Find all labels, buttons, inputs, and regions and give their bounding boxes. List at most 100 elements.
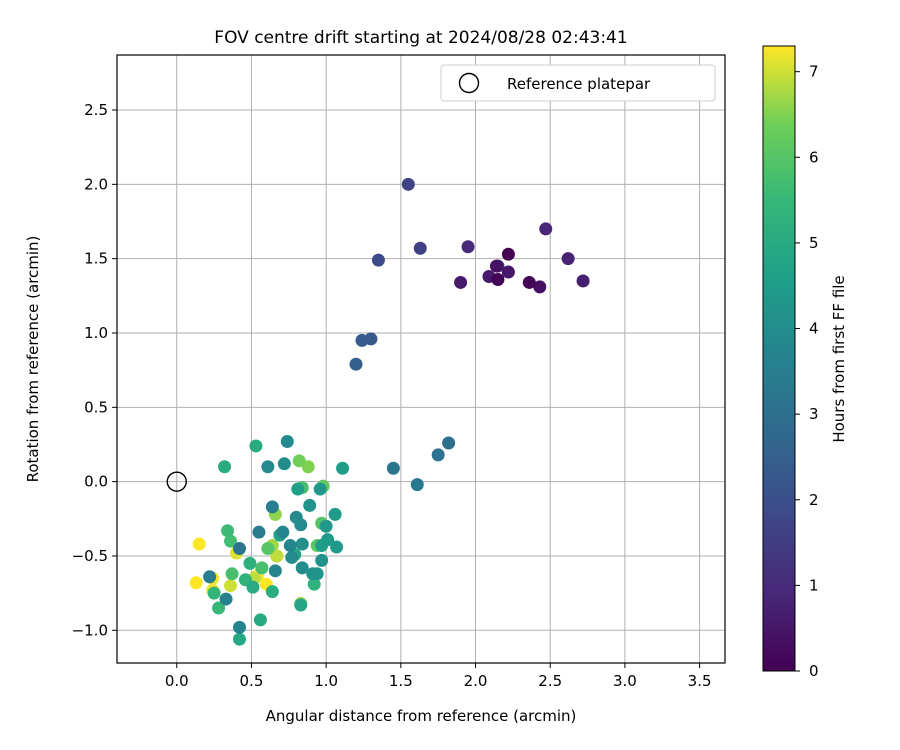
- data-point: [291, 482, 305, 496]
- legend-reference-marker: [458, 72, 480, 94]
- data-point: [189, 576, 203, 590]
- data-point: [280, 435, 294, 449]
- y-tick-label: 0.0: [84, 473, 108, 491]
- colorbar-ticks: 0 1 2 3 4 5 6 7: [795, 63, 819, 680]
- y-axis-ticks: −1.0 −0.5 0.0 0.5 1.0 1.5 2.0 2.5: [72, 101, 117, 639]
- x-tick-label: 2.0: [464, 672, 488, 690]
- data-point: [224, 534, 238, 548]
- data-point: [265, 500, 279, 514]
- y-tick-label: 1.0: [84, 324, 108, 342]
- data-point: [401, 177, 415, 191]
- data-point: [212, 601, 226, 615]
- x-tick-label: 1.5: [389, 672, 413, 690]
- legend: Reference platepar: [440, 64, 716, 102]
- data-point: [270, 549, 284, 563]
- data-point: [364, 332, 378, 346]
- colorbar-tick-label: 5: [809, 234, 819, 252]
- data-point: [386, 461, 400, 475]
- y-tick-label: −0.5: [72, 547, 108, 565]
- data-point: [261, 460, 275, 474]
- colorbar-tick-label: 4: [809, 320, 819, 338]
- data-point: [207, 586, 221, 600]
- x-axis-ticks: 0.0 0.5 1.0 1.5 2.0 2.5 3.0 3.5: [165, 663, 712, 690]
- data-point: [192, 537, 206, 551]
- data-point: [295, 537, 309, 551]
- y-tick-label: 2.0: [84, 175, 108, 193]
- legend-entry-reference: Reference platepar: [507, 75, 651, 93]
- data-point: [454, 275, 468, 289]
- colorbar-tick-label: 3: [809, 405, 819, 423]
- chart-title: FOV centre drift starting at 2024/08/28 …: [214, 28, 627, 48]
- y-tick-label: 2.5: [84, 101, 108, 119]
- colorbar-tick-label: 2: [809, 491, 819, 509]
- y-tick-label: 0.5: [84, 398, 108, 416]
- data-point: [307, 577, 321, 591]
- data-point: [283, 539, 297, 553]
- data-point: [371, 253, 385, 267]
- data-point: [249, 439, 263, 453]
- colorbar-tick-label: 7: [809, 63, 819, 81]
- data-point: [336, 461, 350, 475]
- data-point: [442, 436, 456, 450]
- data-point: [265, 585, 279, 599]
- x-tick-label: 3.0: [613, 672, 637, 690]
- data-point: [276, 525, 290, 539]
- data-point: [232, 620, 246, 634]
- y-axis-label: Rotation from reference (arcmin): [24, 236, 42, 483]
- data-point: [224, 579, 238, 593]
- x-axis-label: Angular distance from reference (arcmin): [266, 707, 577, 725]
- data-point: [218, 460, 232, 474]
- colorbar-tick-label: 1: [809, 576, 819, 594]
- data-point: [221, 524, 235, 538]
- x-tick-label: 0.5: [240, 672, 264, 690]
- data-point: [522, 275, 536, 289]
- data-point: [461, 240, 475, 254]
- data-point: [413, 241, 427, 255]
- data-point: [292, 454, 306, 468]
- colorbar-gradient: [762, 45, 796, 672]
- data-point: [410, 478, 424, 492]
- colorbar-tick-label: 6: [809, 148, 819, 166]
- data-point: [501, 265, 515, 279]
- data-point: [349, 357, 363, 371]
- data-point: [328, 507, 342, 521]
- data-point: [319, 519, 333, 533]
- x-tick-label: 0.0: [165, 672, 189, 690]
- data-points: [189, 177, 590, 646]
- colorbar: 0 1 2 3 4 5 6 7 Hours from first FF file: [762, 45, 848, 680]
- data-point: [277, 457, 291, 471]
- data-point: [253, 613, 267, 627]
- data-point: [330, 540, 344, 554]
- data-point: [501, 247, 515, 261]
- y-tick-label: 1.5: [84, 250, 108, 268]
- data-point: [321, 533, 335, 547]
- x-tick-label: 1.0: [314, 672, 338, 690]
- legend-box: [440, 64, 716, 102]
- data-point: [203, 570, 217, 584]
- data-point: [431, 448, 445, 462]
- colorbar-label: Hours from first FF file: [830, 275, 848, 442]
- plot-frame: [116, 54, 726, 664]
- data-point: [489, 259, 503, 273]
- data-point: [295, 561, 309, 575]
- x-tick-label: 2.5: [538, 672, 562, 690]
- data-point: [268, 564, 282, 578]
- data-point: [225, 567, 239, 581]
- data-point: [255, 561, 269, 575]
- data-point: [306, 567, 320, 581]
- data-point: [294, 518, 308, 532]
- data-point: [232, 632, 246, 646]
- data-point: [561, 252, 575, 266]
- data-point: [303, 498, 317, 512]
- data-point: [533, 280, 547, 294]
- data-point: [246, 580, 260, 594]
- data-point: [219, 592, 233, 606]
- data-point: [232, 542, 246, 556]
- data-point: [285, 550, 299, 564]
- reference-point: [166, 471, 187, 492]
- data-point: [313, 482, 327, 496]
- data-point: [315, 553, 329, 567]
- grid: [117, 55, 725, 663]
- data-point: [243, 556, 257, 570]
